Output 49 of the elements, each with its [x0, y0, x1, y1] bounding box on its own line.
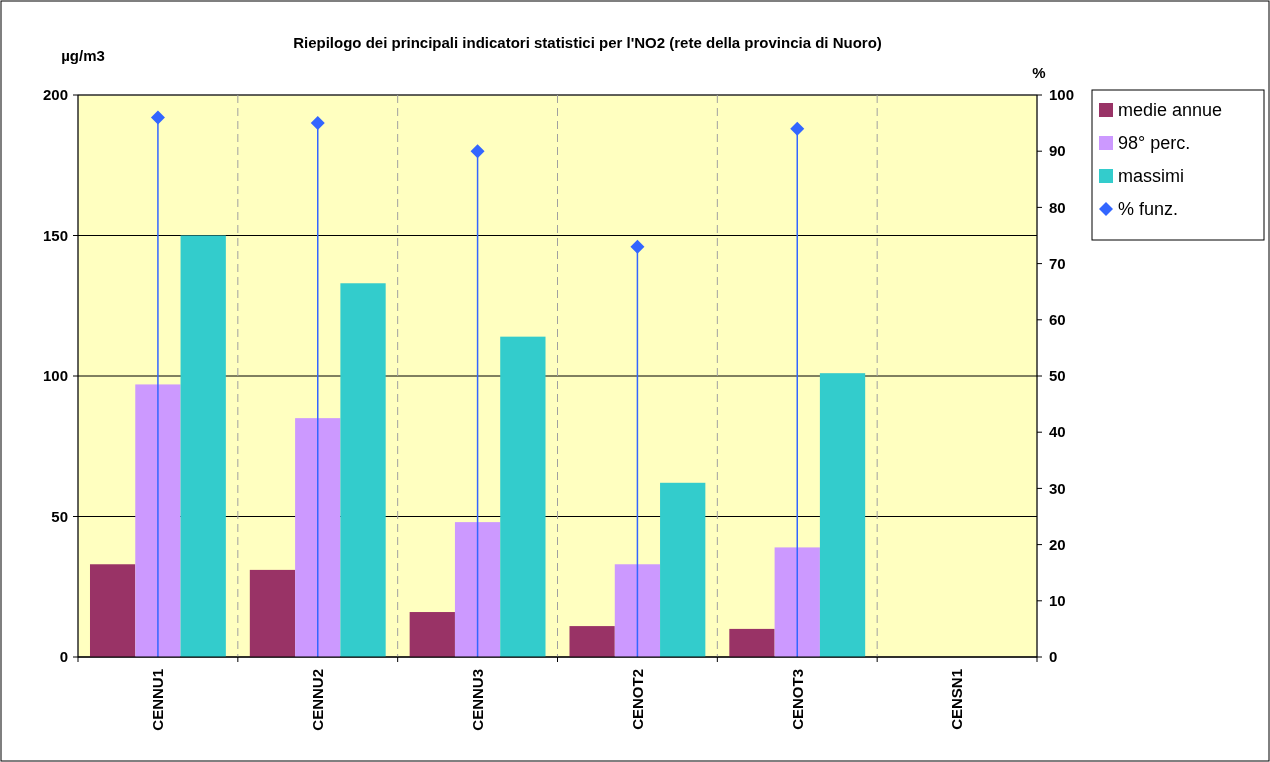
x-tick-label: CENNU3 [468, 669, 486, 731]
bar [135, 384, 181, 657]
bar [295, 418, 341, 657]
x-tick-label: CENOT3 [788, 669, 806, 730]
chart-title: Riepilogo dei principali indicatori statistici per l'NO2 (rete della provincia di Nuoro) [293, 34, 882, 51]
y2-tick-label: 60 [1049, 311, 1066, 329]
y2-tick-label: 30 [1049, 479, 1066, 497]
x-tick-label: CENOT2 [628, 669, 646, 730]
y-tick-label: 200 [42, 86, 68, 104]
bar [729, 628, 775, 657]
y2-tick-label: 80 [1049, 198, 1066, 216]
legend-label: % funz. [1118, 199, 1179, 220]
point [150, 110, 165, 125]
y-tick-label: 150 [42, 226, 68, 244]
x-tick-label: CENSN1 [948, 669, 966, 730]
y-tick-label: 0 [59, 648, 68, 666]
y-tick-label: 100 [42, 367, 68, 385]
y2-tick-label: 50 [1049, 367, 1066, 385]
y2-axis-title: % [1032, 64, 1046, 81]
bar [500, 336, 546, 657]
bar [660, 482, 706, 657]
y2-tick-label: 10 [1049, 592, 1066, 610]
bar [180, 235, 226, 657]
x-tick-label: CENNU2 [309, 669, 326, 731]
y2-tick-label: 70 [1049, 254, 1066, 272]
bar [89, 564, 136, 657]
point [790, 121, 805, 136]
point [630, 239, 645, 254]
point [310, 116, 325, 131]
bar [249, 569, 296, 657]
bar [409, 612, 455, 657]
point [470, 144, 485, 159]
x-tick-label: CENNU1 [149, 669, 167, 731]
y-axis-title: µg/m3 [61, 47, 105, 64]
bar [454, 522, 501, 657]
bar [569, 626, 615, 657]
legend-label: massimi [1118, 166, 1184, 187]
legend-label: 98° perc. [1118, 133, 1191, 154]
bar [774, 547, 820, 657]
y2-tick-label: 90 [1049, 142, 1066, 160]
y2-tick-label: 40 [1049, 423, 1066, 441]
bar [819, 373, 866, 657]
y-tick-label: 50 [51, 507, 68, 525]
bar [340, 283, 386, 657]
y2-tick-label: 100 [1049, 86, 1075, 104]
legend-label: medie annue [1118, 100, 1223, 121]
y2-tick-label: 0 [1049, 648, 1058, 666]
y2-tick-label: 20 [1049, 535, 1066, 553]
bar [614, 564, 661, 657]
